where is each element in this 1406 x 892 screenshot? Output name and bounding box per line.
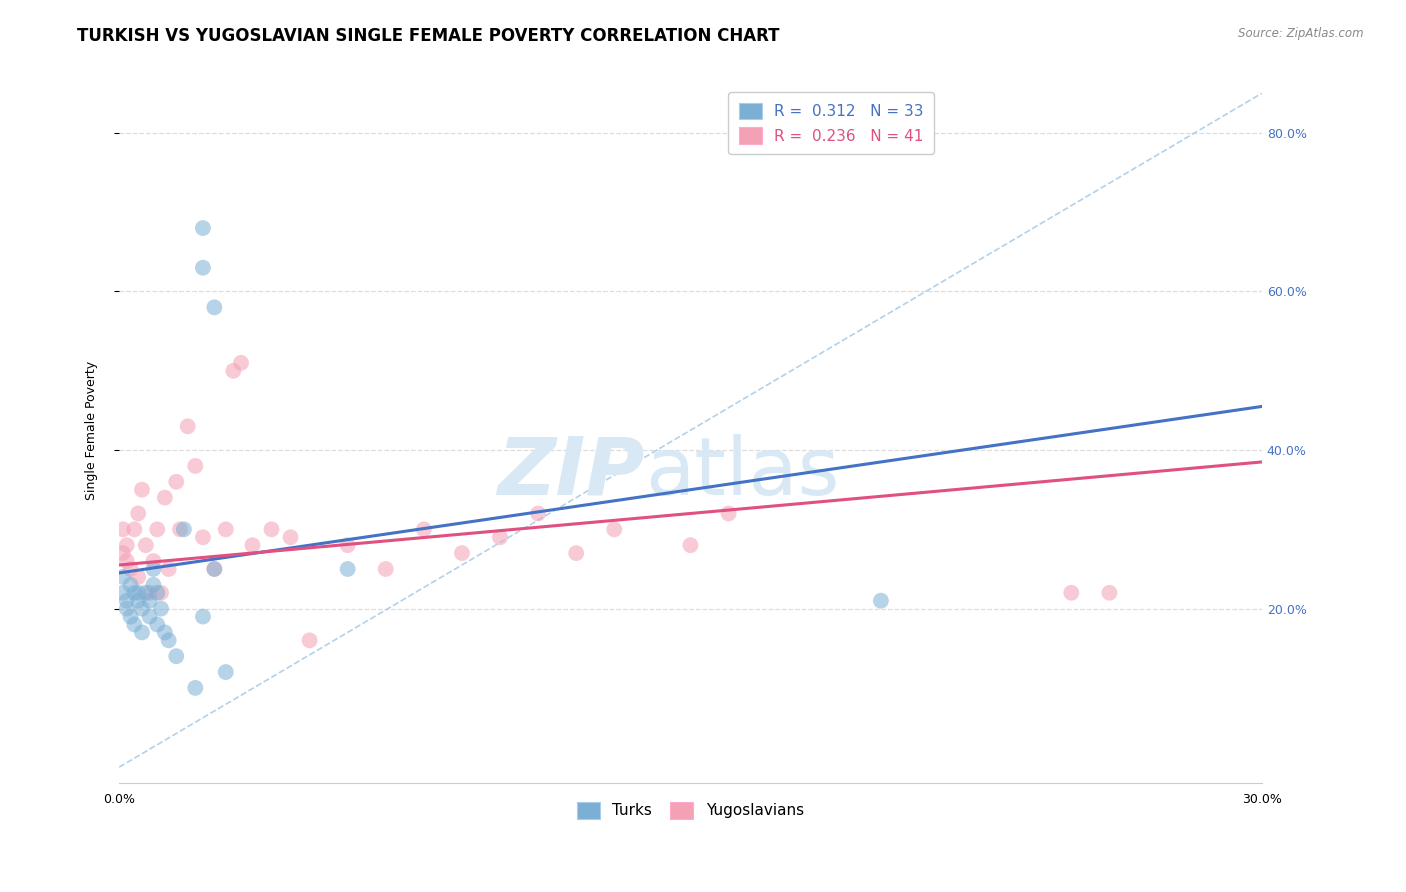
Point [260,522,283,536]
Text: ZIP: ZIP [498,434,645,512]
Point [127,507,149,521]
Point [131,601,153,615]
Point [153,625,176,640]
Legend: Turks, Yugoslavians: Turks, Yugoslavians [571,796,810,825]
Point [565,546,588,560]
Point [138,609,160,624]
Point [146,522,169,536]
Point [184,681,207,695]
Point [138,593,160,607]
Point [111,546,134,560]
Point [127,570,149,584]
Point [142,562,165,576]
Point [157,633,180,648]
Point [135,538,157,552]
Point [115,593,138,607]
Point [336,538,359,552]
Point [191,260,214,275]
Point [115,538,138,552]
Point [374,562,396,576]
Point [336,562,359,576]
Point [717,507,740,521]
Point [127,586,149,600]
Point [124,522,146,536]
Text: TURKISH VS YUGOSLAVIAN SINGLE FEMALE POVERTY CORRELATION CHART: TURKISH VS YUGOSLAVIAN SINGLE FEMALE POV… [77,27,780,45]
Point [124,617,146,632]
Point [150,601,173,615]
Text: atlas: atlas [645,434,839,512]
Point [215,665,238,679]
Point [280,530,302,544]
Point [242,538,264,552]
Point [298,633,321,648]
Point [202,562,225,576]
Point [603,522,626,536]
Point [111,570,134,584]
Point [115,554,138,568]
Point [135,586,157,600]
Point [165,475,187,489]
Point [142,578,165,592]
Point [115,601,138,615]
Point [451,546,474,560]
Point [165,649,187,664]
Point [191,530,214,544]
Point [229,356,252,370]
Point [142,554,165,568]
Point [138,586,160,600]
Point [1098,586,1121,600]
Point [527,507,550,521]
Point [120,562,142,576]
Point [131,625,153,640]
Point [1060,586,1083,600]
Point [202,562,225,576]
Point [111,586,134,600]
Point [679,538,702,552]
Point [127,593,149,607]
Point [191,609,214,624]
Point [215,522,238,536]
Point [489,530,512,544]
Point [153,491,176,505]
Point [412,522,434,536]
Point [173,522,195,536]
Point [169,522,191,536]
Point [184,458,207,473]
Point [146,617,169,632]
Point [124,586,146,600]
Point [150,586,173,600]
Point [120,578,142,592]
Point [120,609,142,624]
Text: Source: ZipAtlas.com: Source: ZipAtlas.com [1239,27,1364,40]
Point [202,301,225,315]
Point [222,364,245,378]
Point [111,522,134,536]
Point [157,562,180,576]
Point [146,586,169,600]
Point [191,221,214,235]
Point [131,483,153,497]
Y-axis label: Single Female Poverty: Single Female Poverty [86,360,98,500]
Point [176,419,198,434]
Point [870,593,893,607]
